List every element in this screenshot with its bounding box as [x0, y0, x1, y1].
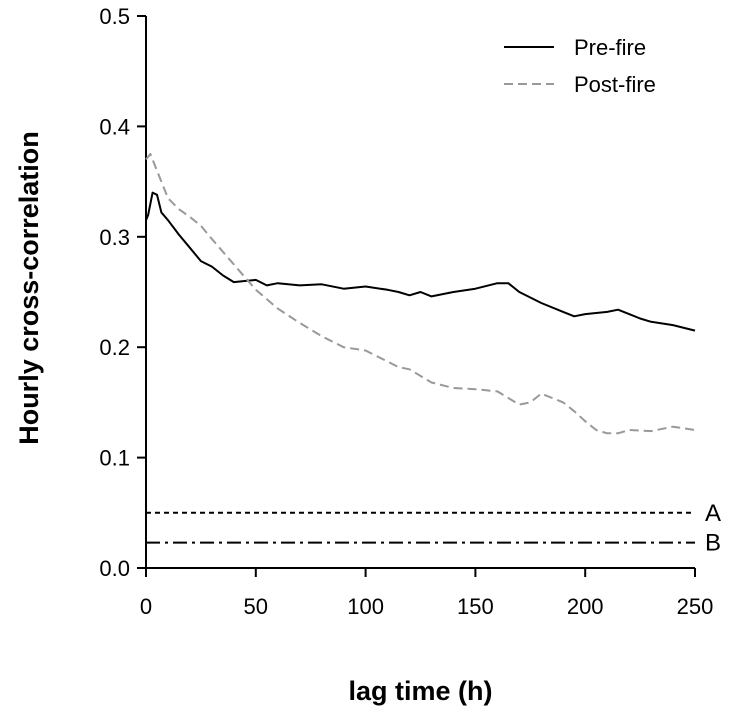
legend-label: Pre-fire: [574, 35, 646, 60]
y-tick-label: 0.2: [99, 335, 130, 360]
x-tick-label: 250: [677, 594, 714, 619]
reference-label-A: A: [705, 500, 721, 527]
y-tick-label: 0.4: [99, 114, 130, 139]
x-tick-label: 100: [347, 594, 384, 619]
series-lines: [145, 153, 696, 435]
reference-lines: AB: [146, 500, 721, 557]
legend: Pre-fire Post-fire: [504, 35, 656, 97]
x-tick-label: 0: [140, 594, 152, 619]
legend-label: Post-fire: [574, 72, 656, 97]
x-tick-label: 50: [244, 594, 268, 619]
series-line-post-fire: [145, 153, 696, 435]
x-tick-label: 200: [567, 594, 604, 619]
axes: 0.0 0.1 0.2 0.3 0.4 0.5 0 50 100 150 200 250: [99, 4, 713, 619]
y-tick-label: 0.1: [99, 446, 130, 471]
series-line-pre-fire: [145, 191, 696, 332]
y-tick-label: 0.3: [99, 225, 130, 250]
y-tick-label: 0.5: [99, 4, 130, 29]
x-tick-label: 150: [457, 594, 494, 619]
x-axis-title: lag time (h): [348, 676, 492, 706]
y-axis-title: Hourly cross-correlation: [14, 131, 44, 445]
reference-label-B: B: [705, 530, 721, 557]
y-tick-label: 0.0: [99, 556, 130, 581]
